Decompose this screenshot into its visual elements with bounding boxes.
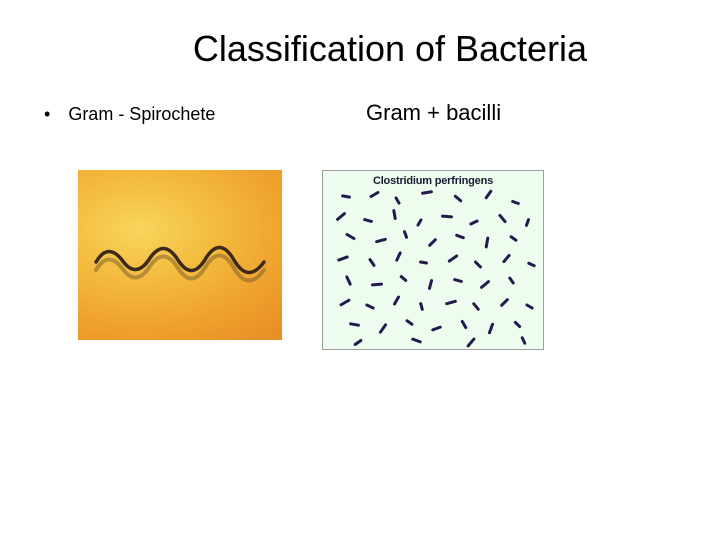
bacillus-rod bbox=[455, 233, 465, 239]
bacillus-rod bbox=[353, 338, 363, 346]
bacillus-rod bbox=[453, 278, 463, 283]
bacillus-rod bbox=[428, 279, 434, 290]
labels-row: • Gram - Spirochete Gram + bacilli bbox=[0, 74, 720, 126]
images-row: Clostridium perfringens bbox=[0, 126, 720, 350]
bacillus-rod bbox=[484, 236, 489, 248]
bacillus-rod bbox=[392, 209, 397, 220]
bacillus-rod bbox=[484, 189, 493, 200]
bacillus-rod bbox=[460, 319, 468, 329]
bacillus-rod bbox=[363, 218, 373, 223]
right-label: Gram + bacilli bbox=[360, 100, 720, 126]
bacillus-rod bbox=[525, 303, 534, 310]
bacillus-rod bbox=[520, 336, 527, 345]
bacillus-rod bbox=[365, 303, 375, 310]
bacillus-rod bbox=[466, 337, 476, 348]
bacilli-image: Clostridium perfringens bbox=[322, 170, 544, 350]
bacillus-rod bbox=[472, 302, 481, 312]
bacillus-rod bbox=[445, 299, 457, 305]
bacillus-rod bbox=[419, 302, 424, 311]
bacillus-rod bbox=[403, 230, 409, 239]
bacillus-rod bbox=[453, 194, 463, 203]
spirochete-image bbox=[78, 170, 282, 340]
bacillus-rod bbox=[349, 322, 360, 327]
left-label-row: • Gram - Spirochete bbox=[0, 104, 360, 125]
bacillus-rod bbox=[502, 253, 511, 263]
bacillus-rod bbox=[469, 219, 479, 226]
bacillus-rod bbox=[498, 213, 507, 223]
bacillus-rod bbox=[378, 323, 387, 335]
bacillus-rod bbox=[421, 190, 433, 195]
bacillus-rod bbox=[527, 261, 536, 268]
bacillus-rod bbox=[416, 218, 423, 227]
bacillus-rod bbox=[345, 232, 356, 240]
bacillus-rod bbox=[394, 196, 401, 205]
bacillus-rod bbox=[479, 279, 490, 289]
bacillus-rod bbox=[447, 254, 459, 263]
bacillus-rod bbox=[335, 211, 346, 221]
bacillus-rod bbox=[337, 255, 349, 262]
bacillus-rod bbox=[405, 319, 414, 327]
bacillus-rod bbox=[513, 320, 521, 328]
bacillus-rod bbox=[411, 337, 422, 344]
bacillus-rod bbox=[375, 237, 387, 243]
bacillus-rod bbox=[488, 322, 495, 334]
bacillus-rod bbox=[431, 325, 442, 332]
bacillus-rod bbox=[368, 258, 376, 268]
spirochete-wave-icon bbox=[78, 170, 282, 340]
bacillus-rod bbox=[345, 275, 352, 286]
bacillus-rod bbox=[371, 282, 383, 286]
bacillus-rod bbox=[508, 276, 516, 285]
bacillus-rod bbox=[341, 194, 351, 199]
bacillus-rod bbox=[441, 214, 453, 218]
left-label: Gram - Spirochete bbox=[68, 104, 215, 125]
bullet-icon: • bbox=[44, 104, 50, 125]
bacillus-rod bbox=[525, 218, 531, 227]
bacillus-rod bbox=[428, 238, 438, 248]
slide-title: Classification of Bacteria bbox=[0, 0, 720, 74]
bacillus-rod bbox=[509, 235, 518, 243]
bacillus-rod bbox=[339, 298, 351, 307]
bacillus-rod bbox=[419, 260, 428, 265]
bacillus-rod bbox=[511, 200, 520, 206]
bacillus-rod bbox=[473, 260, 482, 269]
bacillus-rod bbox=[395, 251, 402, 262]
bacillus-rod bbox=[399, 274, 408, 282]
bacillus-rod bbox=[392, 295, 400, 306]
bacilli-caption: Clostridium perfringens bbox=[323, 175, 543, 187]
bacillus-rod bbox=[369, 190, 380, 198]
bacillus-rod bbox=[500, 298, 510, 308]
